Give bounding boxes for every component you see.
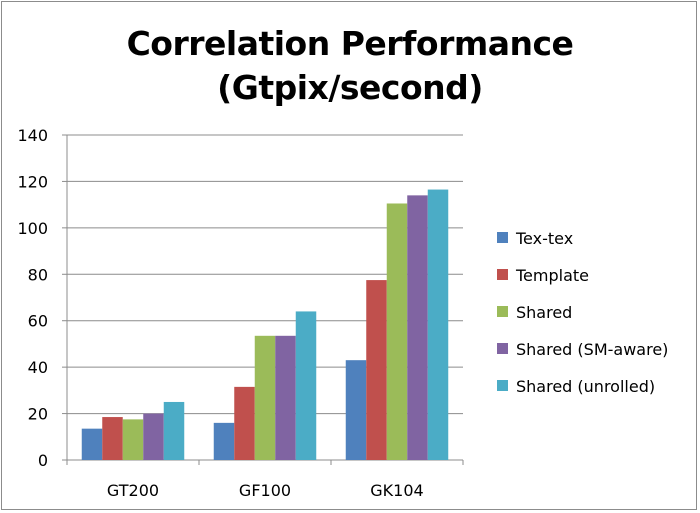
bar xyxy=(275,335,296,460)
legend-label: Tex-tex xyxy=(515,229,573,248)
x-tick-label: GF100 xyxy=(239,481,291,500)
legend-swatch xyxy=(497,232,508,243)
y-tick-label: 20 xyxy=(28,405,48,424)
bar xyxy=(386,203,408,460)
legend-swatch xyxy=(497,343,508,354)
legend-label: Template xyxy=(515,266,589,285)
x-tick-label: GT200 xyxy=(107,481,159,500)
bar xyxy=(407,195,428,460)
bar xyxy=(122,419,144,460)
chart-title-line1: Correlation Performance xyxy=(126,24,574,63)
bar xyxy=(345,360,367,460)
y-tick-label: 120 xyxy=(17,172,48,191)
bar xyxy=(234,386,255,460)
y-tick-label: 0 xyxy=(38,451,48,470)
bar xyxy=(427,189,449,460)
y-tick-label: 100 xyxy=(17,219,48,238)
bar xyxy=(295,311,317,460)
legend-label: Shared (unrolled) xyxy=(516,377,655,396)
bar xyxy=(143,413,164,460)
bar xyxy=(81,428,103,460)
bar xyxy=(102,417,123,460)
bar xyxy=(213,422,235,460)
chart-title-line2: (Gtpix/second) xyxy=(217,68,483,107)
legend-label: Shared xyxy=(516,303,572,322)
bar xyxy=(163,401,185,460)
bar xyxy=(254,335,276,460)
y-tick-label: 40 xyxy=(28,358,48,377)
bar xyxy=(366,280,387,460)
y-tick-label: 60 xyxy=(28,312,48,331)
legend-label: Shared (SM-aware) xyxy=(516,340,668,359)
x-tick-label: GK104 xyxy=(370,481,423,500)
legend-swatch xyxy=(497,380,508,391)
legend-swatch xyxy=(497,269,508,280)
legend-swatch xyxy=(497,306,508,317)
chart-title: Correlation Performance (Gtpix/second) xyxy=(0,22,700,110)
y-tick-label: 140 xyxy=(17,126,48,145)
y-tick-label: 80 xyxy=(28,265,48,284)
